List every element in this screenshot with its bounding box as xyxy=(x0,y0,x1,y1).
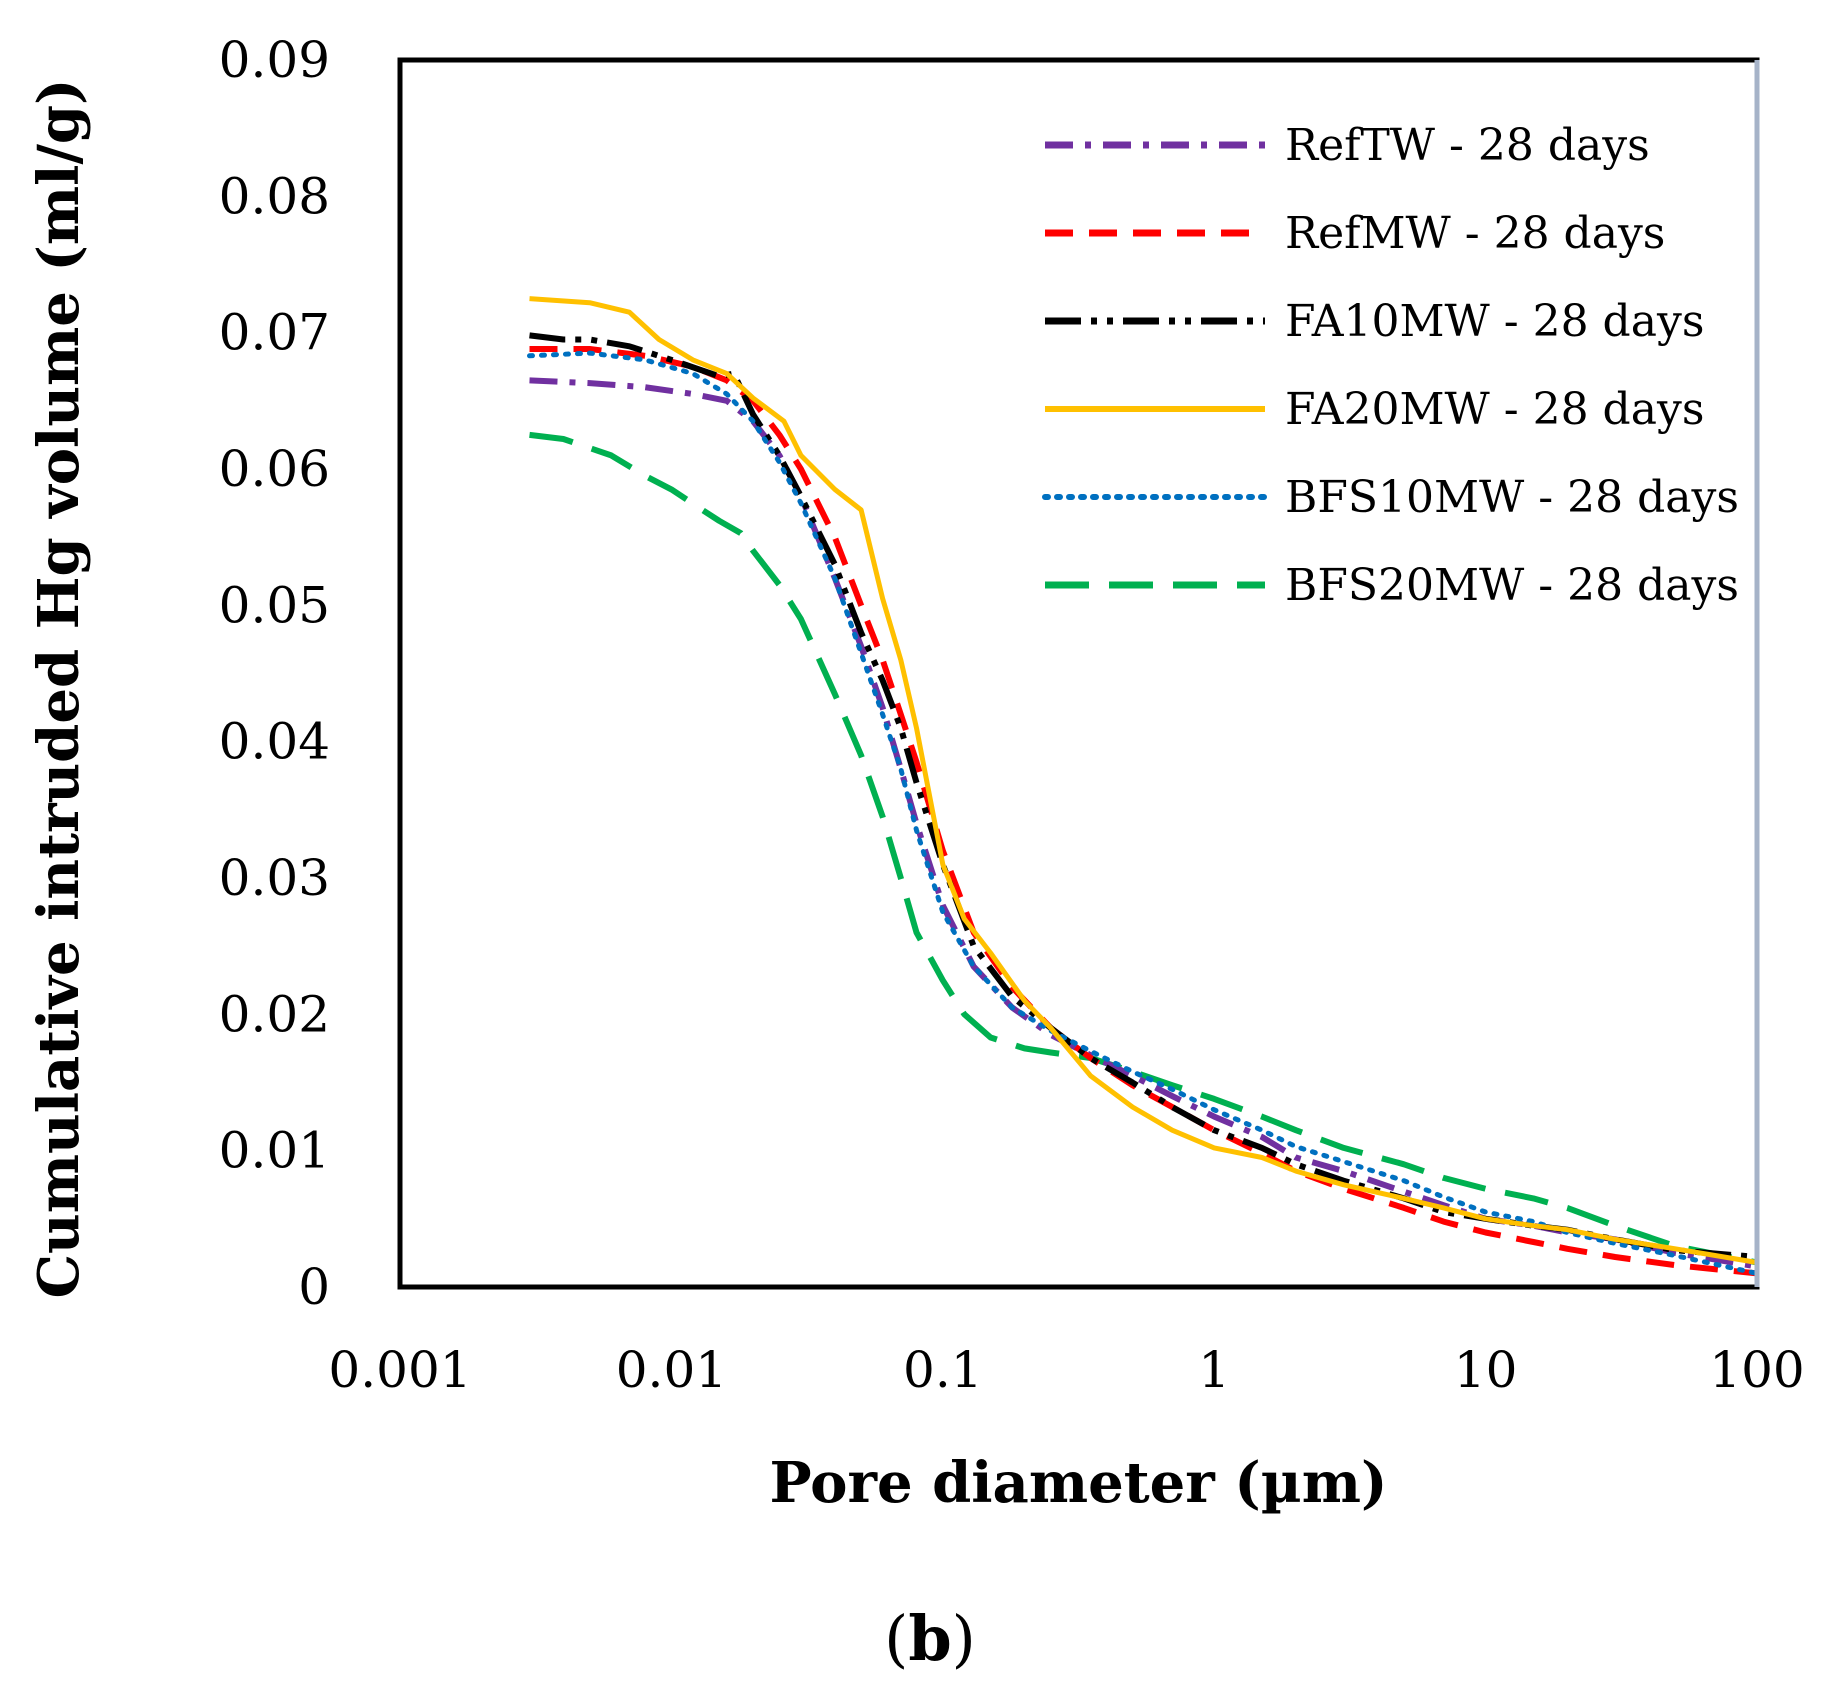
y-tick-label: 0.05 xyxy=(219,576,330,634)
series-line-refmw xyxy=(529,346,1758,1277)
legend-label: FA10MW - 28 days xyxy=(1285,296,1704,347)
x-tick-label: 0.1 xyxy=(903,1341,983,1399)
legend-label: BFS20MW - 28 days xyxy=(1285,560,1739,611)
x-tick-label: 1 xyxy=(1198,1341,1230,1399)
x-tick-label: 10 xyxy=(1454,1341,1518,1399)
legend-label: RefTW - 28 days xyxy=(1285,120,1650,171)
y-tick-label: 0.02 xyxy=(219,985,330,1043)
x-axis-title: Pore diameter (µm) xyxy=(770,1450,1388,1516)
series-layer xyxy=(527,296,1760,1277)
panel-label: (b) xyxy=(884,1602,976,1675)
y-axis-ticks: 0 0.01 0.02 0.03 0.04 0.05 0.06 0.07 0.08 0.09 xyxy=(219,31,330,1316)
y-axis-title: Cumulative intruded Hg volume (ml/g) xyxy=(26,78,92,1298)
legend-label: BFS10MW - 28 days xyxy=(1285,472,1739,523)
y-tick-label: 0.09 xyxy=(219,31,330,89)
legend-label: RefMW - 28 days xyxy=(1285,208,1665,259)
y-tick-label: 0.01 xyxy=(219,1122,330,1180)
y-tick-label: 0.03 xyxy=(219,849,330,907)
x-tick-label: 0.001 xyxy=(328,1341,471,1399)
x-axis-ticks: 0.001 0.01 0.1 1 10 100 xyxy=(328,1341,1804,1399)
panel-label-close: ) xyxy=(952,1602,976,1675)
x-tick-label: 0.01 xyxy=(616,1341,727,1399)
y-tick-label: 0.04 xyxy=(219,713,330,771)
y-tick-label: 0 xyxy=(298,1258,330,1316)
series-line-bfs20mw xyxy=(529,431,1758,1266)
y-tick-label: 0.06 xyxy=(219,440,330,498)
y-tick-label: 0.08 xyxy=(219,167,330,225)
legend: RefTW - 28 days RefMW - 28 days FA10MW - 2… xyxy=(1042,120,1739,611)
legend-label: FA20MW - 28 days xyxy=(1285,384,1704,435)
panel-label-open: ( xyxy=(884,1602,908,1675)
y-tick-label: 0.07 xyxy=(219,304,330,362)
series-line-fa20mw xyxy=(529,296,1758,1265)
x-tick-label: 100 xyxy=(1709,1341,1804,1399)
panel-label-letter: b xyxy=(908,1602,951,1675)
series-line-bfs10mw xyxy=(527,350,1760,1276)
